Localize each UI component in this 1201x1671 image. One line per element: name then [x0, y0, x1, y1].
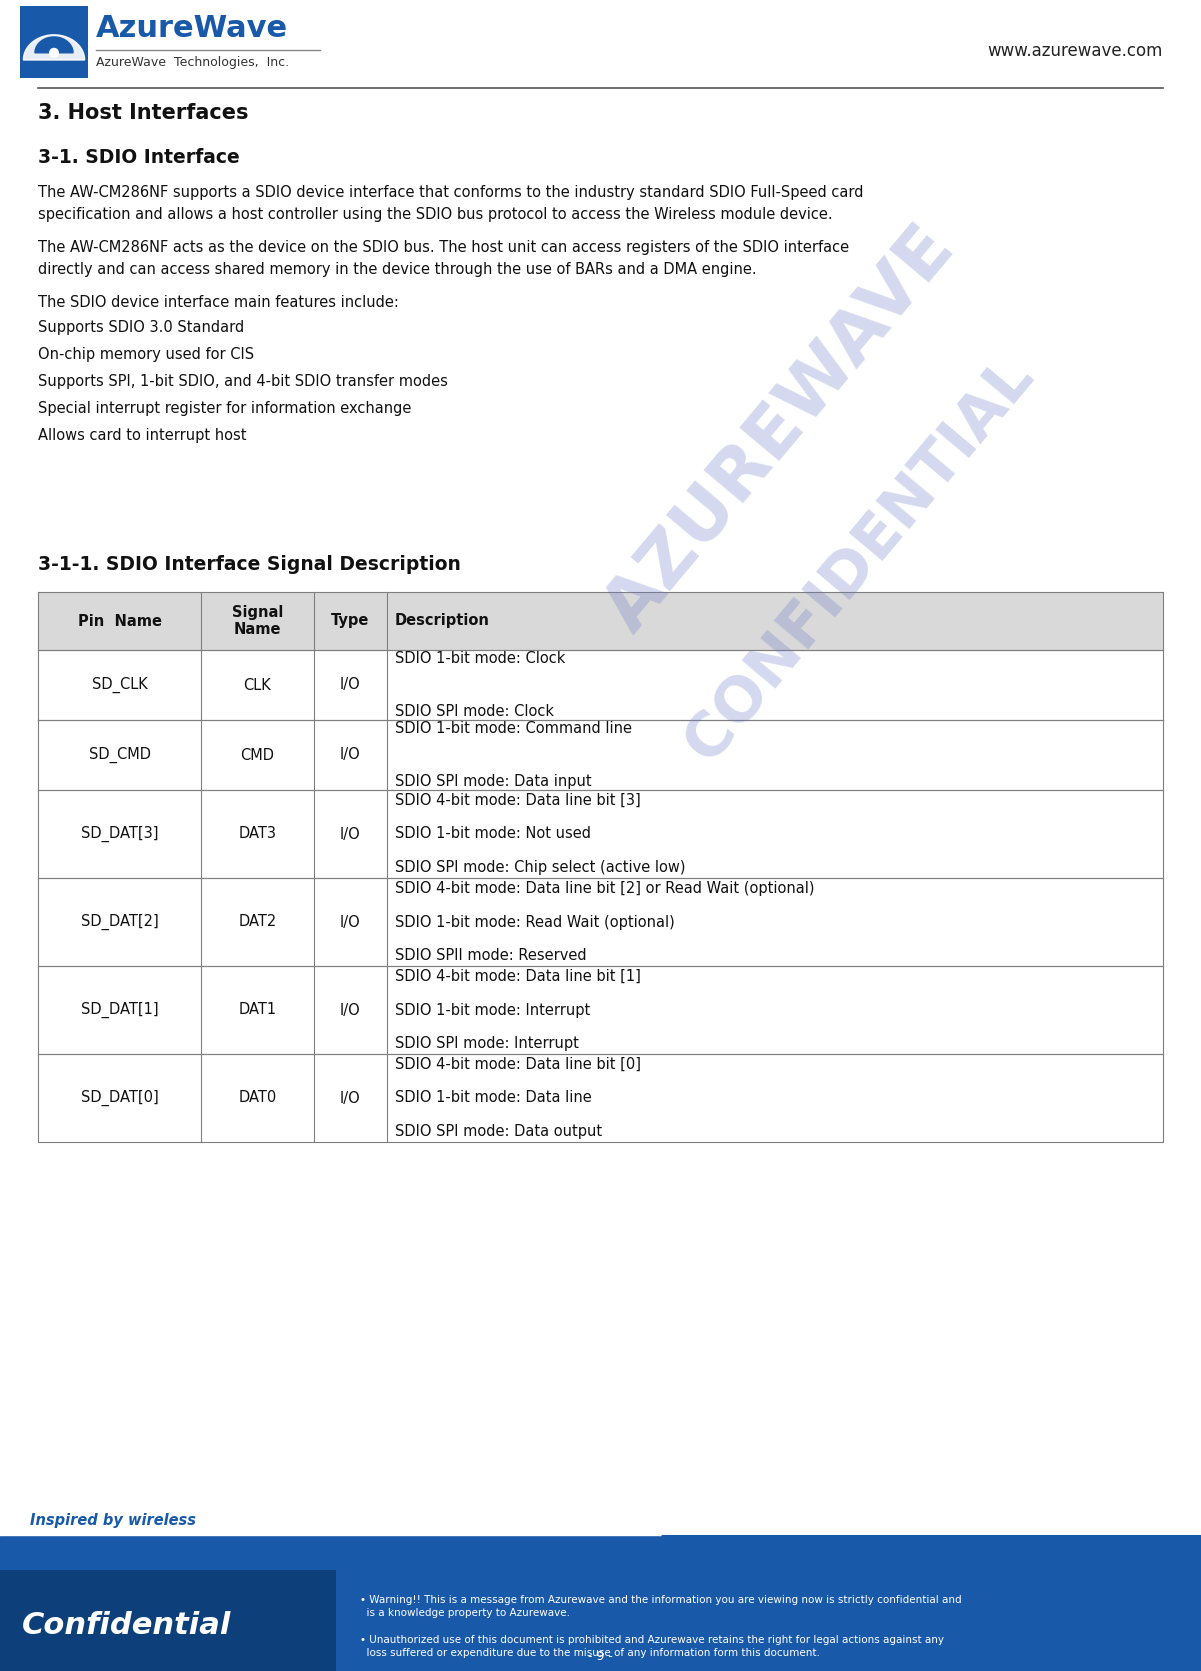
Text: SDIO 4-bit mode: Data line bit [2] or Read Wait (optional): SDIO 4-bit mode: Data line bit [2] or Re…	[395, 881, 814, 896]
Text: The AW-CM286NF supports a SDIO device interface that conforms to the industry st: The AW-CM286NF supports a SDIO device in…	[38, 185, 864, 222]
Text: SD_DAT[3]: SD_DAT[3]	[80, 825, 159, 842]
Text: SD_DAT[0]: SD_DAT[0]	[80, 1089, 159, 1106]
Text: www.azurewave.com: www.azurewave.com	[987, 42, 1163, 60]
Text: Description: Description	[395, 613, 490, 628]
Text: SDIO SPI mode: Data output: SDIO SPI mode: Data output	[395, 1125, 602, 1140]
Text: SD_DAT[2]: SD_DAT[2]	[80, 914, 159, 931]
Text: 3-1. SDIO Interface: 3-1. SDIO Interface	[38, 149, 240, 167]
Text: SD_DAT[1]: SD_DAT[1]	[80, 1003, 159, 1018]
Text: Supports SDIO 3.0 Standard: Supports SDIO 3.0 Standard	[38, 321, 244, 334]
Text: DAT0: DAT0	[238, 1091, 276, 1106]
Text: Supports SPI, 1-bit SDIO, and 4-bit SDIO transfer modes: Supports SPI, 1-bit SDIO, and 4-bit SDIO…	[38, 374, 448, 389]
Bar	[38, 592, 1163, 650]
Text: The AW-CM286NF acts as the device on the SDIO bus. The host unit can access regi: The AW-CM286NF acts as the device on the…	[38, 241, 849, 277]
Text: I/O: I/O	[340, 827, 360, 842]
Text: SDIO 1-bit mode: Clock: SDIO 1-bit mode: Clock	[395, 652, 566, 667]
Text: AzureWave  Technologies,  Inc.: AzureWave Technologies, Inc.	[96, 57, 289, 69]
Text: • Warning!! This is a message from Azurewave and the information you are viewing: • Warning!! This is a message from Azure…	[360, 1596, 962, 1618]
Text: AzureWave: AzureWave	[96, 13, 288, 43]
Text: I/O: I/O	[340, 1003, 360, 1018]
Text: SDIO 4-bit mode: Data line bit [1]: SDIO 4-bit mode: Data line bit [1]	[395, 969, 640, 984]
Text: Signal
Name: Signal Name	[232, 605, 283, 637]
Text: SDIO 4-bit mode: Data line bit [3]: SDIO 4-bit mode: Data line bit [3]	[395, 794, 640, 809]
Text: The SDIO device interface main features include:: The SDIO device interface main features …	[38, 296, 399, 311]
Text: SDIO SPI mode: Clock: SDIO SPI mode: Clock	[395, 703, 554, 719]
Polygon shape	[23, 35, 84, 60]
Text: I/O: I/O	[340, 1091, 360, 1106]
Circle shape	[49, 48, 59, 58]
Text: - 9 -: - 9 -	[588, 1649, 613, 1663]
Text: Allows card to interrupt host: Allows card to interrupt host	[38, 428, 246, 443]
Text: SD_CMD: SD_CMD	[89, 747, 150, 764]
Text: I/O: I/O	[340, 914, 360, 929]
Bar	[20, 7, 88, 79]
Text: DAT2: DAT2	[238, 914, 276, 929]
Text: CLK: CLK	[244, 677, 271, 692]
Bar	[0, 1571, 336, 1671]
Text: SDIO 1-bit mode: Interrupt: SDIO 1-bit mode: Interrupt	[395, 1003, 590, 1018]
Text: SD_CLK: SD_CLK	[91, 677, 148, 693]
Text: SDIO 1-bit mode: Read Wait (optional): SDIO 1-bit mode: Read Wait (optional)	[395, 914, 675, 929]
Text: AZUREWAVE: AZUREWAVE	[591, 214, 969, 645]
Text: Special interrupt register for information exchange: Special interrupt register for informati…	[38, 401, 412, 416]
Text: SDIO SPI mode: Interrupt: SDIO SPI mode: Interrupt	[395, 1036, 579, 1051]
Text: SDIO 4-bit mode: Data line bit [0]: SDIO 4-bit mode: Data line bit [0]	[395, 1058, 641, 1073]
Text: SDIO SPI mode: Chip select (active low): SDIO SPI mode: Chip select (active low)	[395, 861, 686, 876]
Text: Confidential: Confidential	[22, 1611, 232, 1639]
Text: Type: Type	[331, 613, 370, 628]
Text: I/O: I/O	[340, 747, 360, 762]
Text: Pin  Name: Pin Name	[78, 613, 162, 628]
Text: SDIO 1-bit mode: Command line: SDIO 1-bit mode: Command line	[395, 720, 632, 735]
Text: 3. Host Interfaces: 3. Host Interfaces	[38, 104, 249, 124]
Polygon shape	[35, 37, 73, 53]
Text: DAT3: DAT3	[238, 827, 276, 842]
Text: • Unauthorized use of this document is prohibited and Azurewave retains the righ: • Unauthorized use of this document is p…	[360, 1634, 944, 1658]
Text: CONFIDENTIAL: CONFIDENTIAL	[675, 348, 1046, 774]
Bar	[0, 1536, 1201, 1671]
Text: Inspired by wireless: Inspired by wireless	[30, 1514, 196, 1529]
Text: SDIO 1-bit mode: Not used: SDIO 1-bit mode: Not used	[395, 827, 591, 842]
Text: DAT1: DAT1	[238, 1003, 276, 1018]
Text: 3-1-1. SDIO Interface Signal Description: 3-1-1. SDIO Interface Signal Description	[38, 555, 461, 575]
Text: SDIO 1-bit mode: Data line: SDIO 1-bit mode: Data line	[395, 1091, 592, 1106]
Text: On-chip memory used for CIS: On-chip memory used for CIS	[38, 348, 255, 363]
Text: CMD: CMD	[240, 747, 274, 762]
Text: SDIO SPI mode: Data input: SDIO SPI mode: Data input	[395, 774, 591, 789]
Text: SDIO SPII mode: Reserved: SDIO SPII mode: Reserved	[395, 947, 586, 962]
Text: I/O: I/O	[340, 677, 360, 692]
